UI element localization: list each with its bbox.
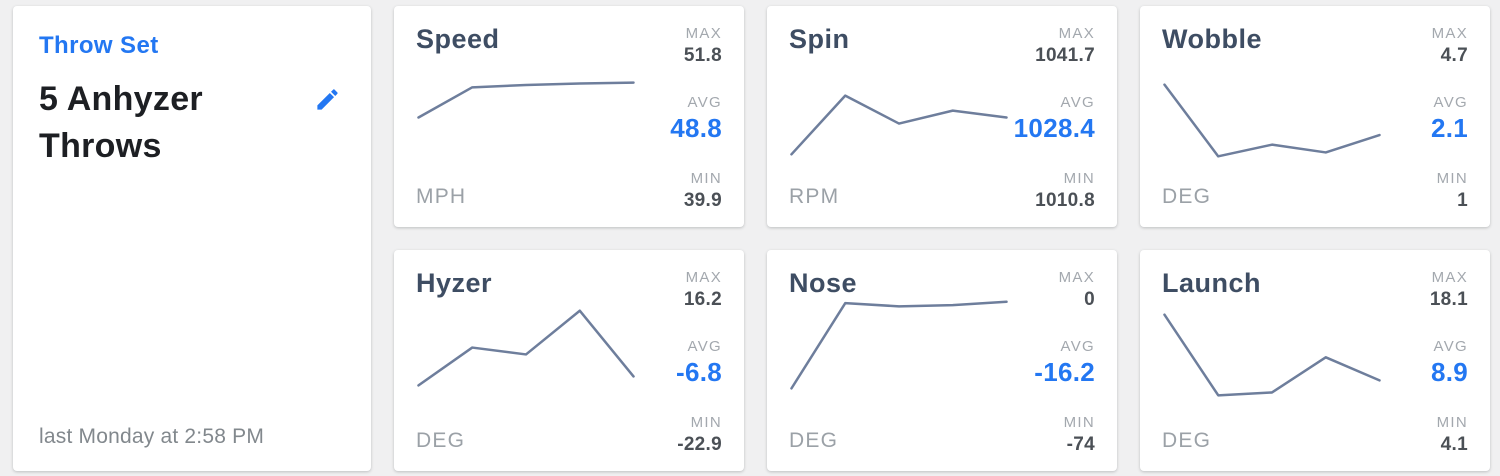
stat-min-label: MIN: [1063, 414, 1095, 431]
metric-card[interactable]: Speed MPH MAX 51.8 AVG 48.8 MIN 39.9: [394, 6, 744, 227]
edit-button[interactable]: [310, 82, 345, 117]
sparkline-chart: [1160, 6, 1384, 227]
sparkline-path: [418, 311, 633, 386]
stat-avg-value: 1028.4: [1013, 112, 1095, 143]
stat-max: MAX 16.2: [684, 269, 722, 311]
sparkline-chart: [787, 250, 1011, 471]
stat-max-label: MAX: [1058, 269, 1095, 286]
stat-max-value: 0: [1084, 289, 1095, 310]
metric-unit: MPH: [416, 185, 467, 208]
stat-max-value: 16.2: [683, 289, 722, 310]
stat-max-value: 51.8: [683, 45, 722, 66]
throw-set-title-row: 5 Anhyzer Throws: [39, 76, 345, 170]
stat-min-value: -74: [1066, 434, 1095, 455]
stat-avg-label: AVG: [1060, 93, 1095, 111]
stat-min: MIN 1: [1437, 170, 1468, 212]
stat-min-value: 39.9: [683, 190, 722, 211]
metric-unit: DEG: [789, 429, 839, 452]
stat-avg-value: -16.2: [1034, 356, 1095, 387]
sparkline-chart: [414, 6, 638, 227]
stat-avg-value: 2.1: [1430, 112, 1468, 143]
stat-avg-value: 8.9: [1430, 356, 1468, 387]
stat-avg-value: -6.8: [675, 356, 722, 387]
metric-title: Nose: [789, 268, 858, 298]
sparkline-chart: [787, 6, 1011, 227]
stat-avg: AVG -6.8: [676, 338, 722, 388]
stat-max-label: MAX: [685, 25, 722, 42]
stat-max: MAX 1041.7: [1035, 25, 1095, 67]
stat-min: MIN 39.9: [684, 170, 722, 212]
metric-stats: MAX 51.8 AVG 48.8 MIN 39.9: [670, 6, 722, 227]
sparkline-chart: [414, 250, 638, 471]
stat-min-label: MIN: [690, 414, 722, 431]
stat-min-value: 1: [1457, 190, 1468, 211]
metric-stats: MAX 4.7 AVG 2.1 MIN 1: [1431, 6, 1468, 227]
metric-card[interactable]: Hyzer DEG MAX 16.2 AVG -6.8 MIN -22.9: [394, 250, 744, 471]
stat-avg-value: 48.8: [670, 112, 722, 143]
stat-min: MIN 1010.8: [1035, 170, 1095, 212]
stat-avg: AVG 8.9: [1431, 338, 1468, 388]
metric-unit: DEG: [416, 429, 466, 452]
metric-card[interactable]: Spin RPM MAX 1041.7 AVG 1028.4 MIN 1010.…: [767, 6, 1117, 227]
metric-stats: MAX 1041.7 AVG 1028.4 MIN 1010.8: [1014, 6, 1095, 227]
stat-min-label: MIN: [690, 170, 722, 187]
metric-title: Hyzer: [416, 268, 493, 298]
metric-unit: DEG: [1162, 429, 1212, 452]
throw-set-card: Throw Set 5 Anhyzer Throws last Monday a…: [13, 6, 371, 471]
stat-avg-label: AVG: [687, 337, 722, 355]
sparkline-path: [1164, 315, 1379, 396]
metric-unit: DEG: [1162, 185, 1212, 208]
stat-max-label: MAX: [685, 269, 722, 286]
stat-avg: AVG 1028.4: [1014, 94, 1095, 144]
sparkline-path: [418, 83, 633, 118]
throw-set-title: 5 Anhyzer Throws: [39, 80, 203, 165]
stat-avg: AVG -16.2: [1034, 338, 1095, 388]
metric-stats: MAX 0 AVG -16.2 MIN -74: [1034, 250, 1095, 471]
stat-max-value: 4.7: [1440, 45, 1468, 66]
stat-min: MIN -22.9: [677, 414, 722, 456]
stat-max-label: MAX: [1431, 269, 1468, 286]
metric-title: Launch: [1162, 268, 1262, 298]
throw-set-timestamp: last Monday at 2:58 PM: [39, 425, 265, 448]
metric-title: Speed: [416, 24, 500, 54]
stat-min-label: MIN: [1063, 170, 1095, 187]
stat-avg-label: AVG: [1433, 337, 1468, 355]
stat-max: MAX 0: [1059, 269, 1095, 311]
metric-card[interactable]: Launch DEG MAX 18.1 AVG 8.9 MIN 4.1: [1140, 250, 1490, 471]
stat-min-value: 1010.8: [1035, 190, 1095, 211]
stat-max: MAX 51.8: [684, 25, 722, 67]
stat-max-value: 1041.7: [1035, 45, 1095, 66]
stat-min: MIN 4.1: [1437, 414, 1468, 456]
stat-avg: AVG 48.8: [670, 94, 722, 144]
stat-min-label: MIN: [1436, 170, 1468, 187]
stat-avg: AVG 2.1: [1431, 94, 1468, 144]
metric-stats: MAX 16.2 AVG -6.8 MIN -22.9: [676, 250, 722, 471]
stat-min-label: MIN: [1436, 414, 1468, 431]
metric-title: Spin: [789, 24, 850, 54]
stat-avg-label: AVG: [1060, 337, 1095, 355]
stat-max: MAX 4.7: [1432, 25, 1468, 67]
metric-unit: RPM: [789, 185, 840, 208]
sparkline-path: [791, 96, 1006, 155]
throw-set-label: Throw Set: [39, 32, 159, 59]
pencil-icon: [317, 89, 338, 110]
stat-min-value: 4.1: [1440, 434, 1468, 455]
metric-stats: MAX 18.1 AVG 8.9 MIN 4.1: [1430, 250, 1468, 471]
sparkline-chart: [1160, 250, 1384, 471]
metric-card[interactable]: Wobble DEG MAX 4.7 AVG 2.1 MIN 1: [1140, 6, 1490, 227]
stat-min-value: -22.9: [677, 434, 722, 455]
stat-max-label: MAX: [1058, 25, 1095, 42]
stat-max: MAX 18.1: [1430, 269, 1468, 311]
stat-avg-label: AVG: [1433, 93, 1468, 111]
stat-avg-label: AVG: [687, 93, 722, 111]
stat-max-value: 18.1: [1429, 289, 1468, 310]
sparkline-path: [1164, 85, 1379, 157]
metric-title: Wobble: [1162, 24, 1262, 54]
stat-max-label: MAX: [1431, 25, 1468, 42]
stat-min: MIN -74: [1064, 414, 1095, 456]
sparkline-path: [791, 302, 1006, 389]
metric-card[interactable]: Nose DEG MAX 0 AVG -16.2 MIN -74: [767, 250, 1117, 471]
